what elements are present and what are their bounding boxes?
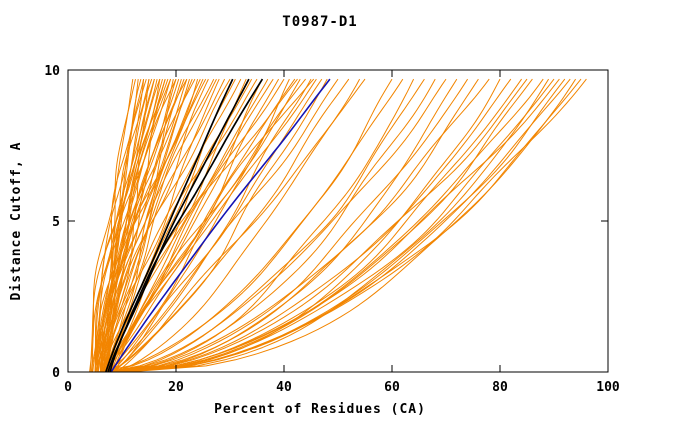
- curve-model-predictions: [95, 78, 155, 373]
- curve-model-predictions: [104, 78, 317, 373]
- y-tick-label: 10: [44, 64, 60, 79]
- curve-model-predictions: [112, 78, 458, 373]
- curve-model-predictions: [113, 78, 339, 373]
- x-tick-label: 100: [596, 380, 620, 395]
- curve-model-predictions: [116, 78, 298, 373]
- x-tick-label: 0: [64, 380, 72, 395]
- x-axis-label: Percent of Residues (CA): [214, 402, 426, 417]
- curve-model-predictions: [111, 78, 274, 373]
- curve-reference-black: [104, 78, 234, 373]
- curve-model-predictions: [99, 78, 201, 373]
- curve-model-predictions: [123, 78, 560, 373]
- curve-model-predictions: [114, 78, 533, 373]
- curve-model-predictions: [112, 78, 306, 373]
- curve-reference-blue: [110, 78, 331, 373]
- curve-model-predictions: [97, 78, 193, 373]
- curve-reference-black: [109, 78, 264, 373]
- curve-model-predictions: [105, 78, 217, 373]
- y-tick-label: 5: [52, 215, 60, 230]
- curve-model-predictions: [105, 78, 312, 373]
- x-tick-label: 20: [168, 380, 184, 395]
- curve-model-predictions: [121, 78, 528, 373]
- curve-model-predictions: [108, 78, 350, 373]
- curve-model-predictions: [108, 78, 328, 373]
- curve-model-predictions: [106, 78, 447, 373]
- x-tick-label: 40: [276, 380, 292, 395]
- curve-model-predictions: [111, 78, 290, 373]
- curve-model-predictions: [123, 78, 571, 373]
- curve-model-predictions: [103, 78, 226, 373]
- y-tick-label: 0: [52, 366, 60, 381]
- curve-model-predictions: [101, 78, 436, 373]
- curve-model-predictions: [99, 78, 188, 373]
- curve-model-predictions: [116, 78, 469, 373]
- curve-model-predictions: [111, 78, 425, 373]
- curve-model-predictions: [106, 78, 231, 373]
- curve-model-predictions: [122, 78, 550, 373]
- curve-model-predictions: [106, 78, 285, 373]
- curve-model-predictions: [117, 78, 523, 373]
- curve-model-predictions: [110, 78, 258, 373]
- curve-model-predictions: [127, 78, 587, 373]
- curve-model-predictions: [107, 78, 301, 373]
- curve-model-predictions: [113, 78, 490, 373]
- x-tick-label: 80: [492, 380, 508, 395]
- curve-model-predictions: [118, 78, 555, 373]
- curve-model-predictions: [113, 78, 512, 373]
- x-tick-label: 60: [384, 380, 400, 395]
- curve-model-predictions: [100, 78, 404, 373]
- curve-model-predictions: [117, 78, 501, 373]
- curve-model-predictions: [97, 78, 393, 373]
- chart-title: T0987-D1: [282, 14, 358, 30]
- curve-model-predictions: [106, 78, 199, 373]
- curve-model-predictions: [116, 78, 366, 373]
- curve-model-predictions: [118, 78, 544, 373]
